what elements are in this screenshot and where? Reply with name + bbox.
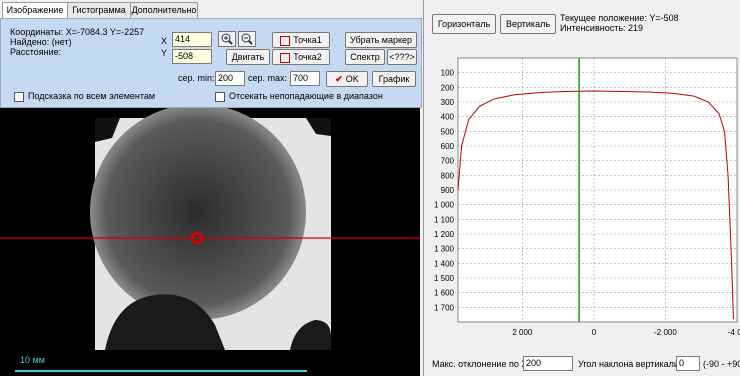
y-tick-label: 500	[441, 127, 455, 136]
profile-chart: 100 200 300 400 500 600 700 800 900 1 000 1 100 1 2…	[425, 0, 740, 350]
gray-max-input[interactable]: 700	[290, 71, 320, 86]
x-tick-label: -4 00	[728, 328, 740, 337]
y-tick-label: 1 600	[434, 289, 455, 298]
gray-max-label: сер. max:	[248, 73, 287, 83]
y-tick-label: 900	[441, 186, 455, 195]
icon	[280, 36, 290, 46]
y-tick-label: 800	[441, 171, 455, 180]
tilt-input[interactable]: 0	[676, 356, 700, 371]
zoom-buttons[interactable]	[218, 31, 258, 48]
check-icon: ✔	[335, 74, 343, 84]
y-tick-label: 600	[441, 142, 455, 151]
x-label: X	[161, 36, 167, 46]
x-tick-label: 2 000	[512, 328, 533, 337]
y-tick-label: 1 000	[434, 201, 455, 210]
tab[interactable]: Изображение	[2, 2, 68, 18]
label: Точка2	[293, 52, 321, 62]
scale-label: 10 мм	[20, 355, 45, 365]
y-tick-label: 1 200	[434, 230, 455, 239]
x-input[interactable]: 414	[172, 32, 212, 47]
cut-out-label: Отсекать непопадающие в диапазон	[229, 91, 383, 101]
unknown-button[interactable]: <???>	[387, 49, 417, 65]
label: OK	[346, 74, 359, 84]
y-tick-label: 1 100	[434, 215, 455, 224]
y-tick-label: 1 700	[434, 303, 455, 312]
coords: Координаты: X=-7084.3 Y=-2257	[10, 27, 144, 37]
y-input[interactable]: -508	[172, 49, 212, 64]
ok-button[interactable]: ✔OK	[326, 71, 368, 87]
y-tick-label: 1 400	[434, 259, 455, 268]
gray-min-label: сер. min:	[178, 73, 215, 83]
checkbox[interactable]	[215, 92, 225, 102]
move-button[interactable]: Двигать	[226, 49, 270, 65]
spectrum-button[interactable]: Спектр	[345, 49, 385, 65]
y-tick-label: 200	[441, 83, 455, 92]
y-tick-label: 300	[441, 98, 455, 107]
x-tick-label: 0	[592, 328, 597, 337]
tilt-label: Угол наклона вертикали:	[578, 359, 681, 369]
gray-min-input[interactable]: 200	[215, 71, 245, 86]
remove-marker-button[interactable]: Убрать маркер	[345, 32, 417, 48]
x-tick-label: -2 000	[654, 328, 677, 337]
distance: Расстояние:	[10, 47, 61, 57]
checkbox[interactable]	[14, 92, 24, 102]
hint-label: Подсказка по всем элементам	[28, 91, 155, 101]
y-tick-label: 1 300	[434, 245, 455, 254]
y-tick-label: 700	[441, 157, 455, 166]
max-dev-input[interactable]: 200	[523, 356, 573, 371]
y-tick-label: 1 500	[434, 274, 455, 283]
label: Точка1	[293, 35, 321, 45]
point1-button[interactable]: Точка1	[272, 32, 330, 48]
tab[interactable]: Гистограмма	[67, 2, 131, 18]
y-tick-label: 400	[441, 113, 455, 122]
max-dev-label: Макс. отклонение по X:	[432, 359, 530, 369]
graph-button[interactable]: График	[372, 71, 416, 87]
image-view: 10 мм	[0, 108, 420, 376]
page: Изображение Гистограмма Дополнительно Ко…	[0, 0, 740, 376]
y-label: Y	[161, 48, 167, 58]
y-tick-label: 100	[441, 69, 455, 78]
icon	[280, 53, 290, 63]
found: Найдено: (нет)	[10, 37, 72, 47]
tab[interactable]: Дополнительно	[130, 2, 198, 18]
divider	[423, 0, 424, 376]
tilt-range: (-90 - +90)	[703, 359, 740, 369]
point2-button[interactable]: Точка2	[272, 49, 330, 65]
